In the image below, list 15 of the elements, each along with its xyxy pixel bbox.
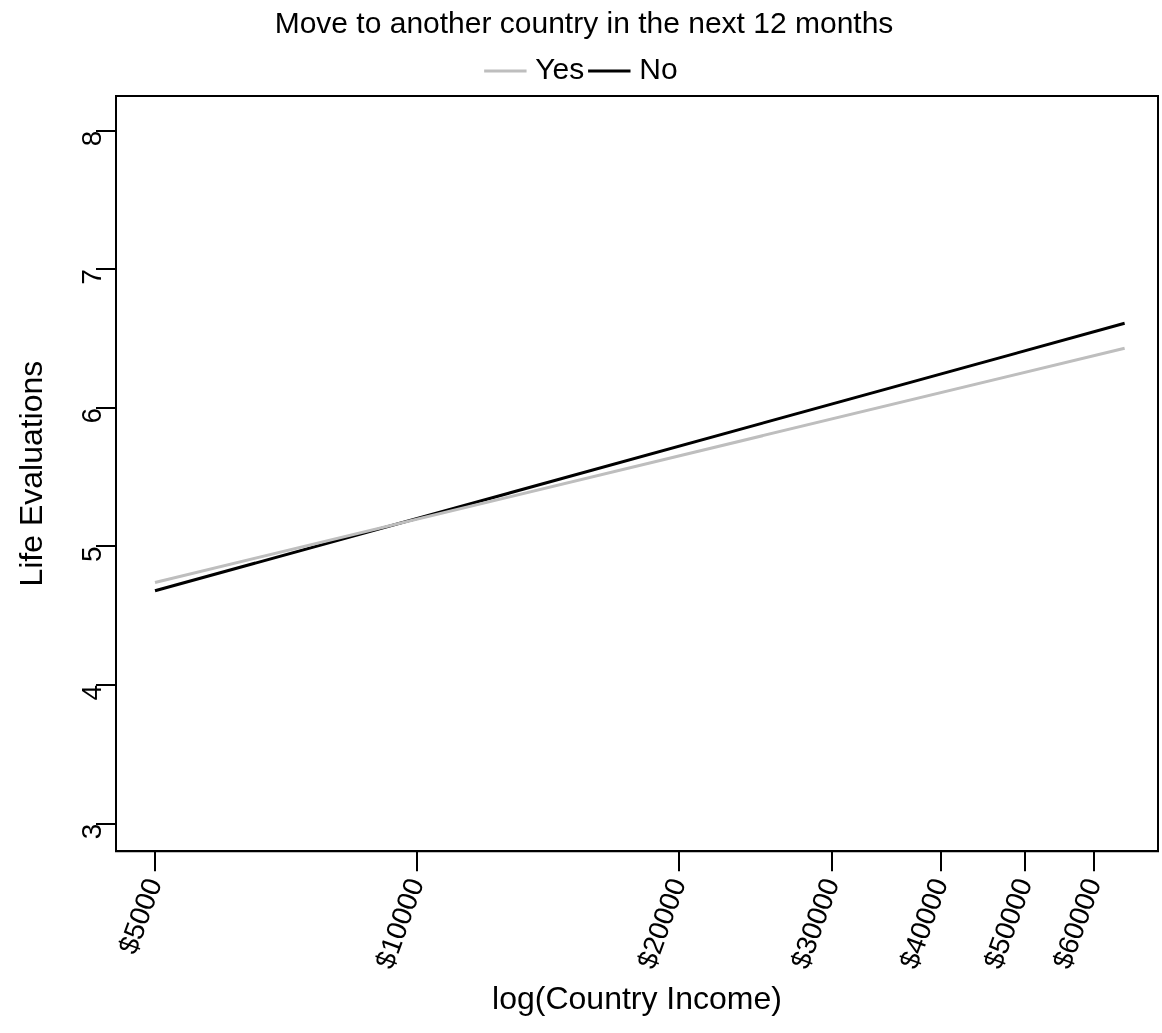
y-tick-label: 7: [75, 269, 107, 285]
legend-label: Yes: [535, 52, 585, 86]
y-tick-label: 6: [75, 407, 107, 424]
x-tick-label: $50000: [977, 874, 1039, 973]
x-tick-label: $60000: [1046, 874, 1108, 973]
y-axis-title: Life Evaluations: [13, 360, 50, 587]
y-tick-label: 3: [75, 823, 107, 840]
y-tick-label: 4: [75, 685, 107, 701]
legend-title: Move to another country in the next 12 months: [274, 6, 894, 40]
x-tick-label: $30000: [784, 874, 846, 973]
x-axis-title: log(Country Income): [492, 979, 782, 1016]
y-tick-label: 5: [75, 546, 107, 562]
legend-label: No: [639, 52, 678, 86]
x-tick-label: $5000: [112, 874, 168, 958]
y-tick-label: 8: [75, 130, 107, 147]
